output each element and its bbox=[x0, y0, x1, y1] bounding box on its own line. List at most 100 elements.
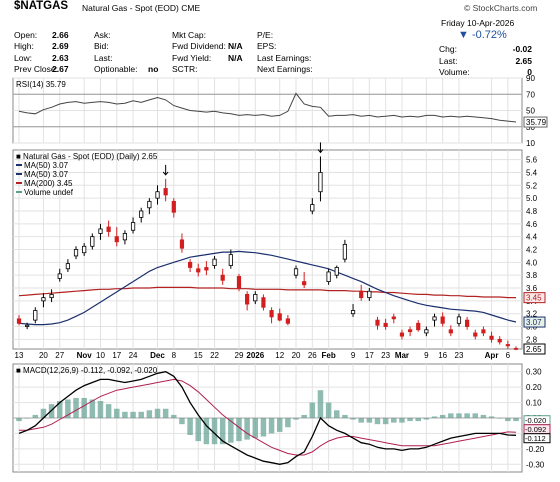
macd-histogram-bar bbox=[244, 418, 250, 440]
brand-logo: © StockCharts.com bbox=[464, 3, 538, 13]
candle bbox=[342, 243, 348, 260]
macd-histogram-bar bbox=[130, 411, 136, 418]
candle bbox=[25, 324, 30, 327]
price-tick-label: 5.4 bbox=[526, 168, 538, 177]
macd-histogram-bar bbox=[252, 418, 259, 439]
x-tick-label: 10 bbox=[96, 351, 105, 360]
macd-histogram-bar bbox=[203, 418, 210, 445]
price-tick-label: 4.2 bbox=[526, 246, 538, 255]
macd-histogram-bar bbox=[382, 418, 389, 425]
quote-label: Next Earnings: bbox=[257, 63, 313, 74]
macd-histogram-bar bbox=[391, 418, 397, 423]
price-value-box bbox=[523, 292, 546, 304]
high-marker-arrow bbox=[317, 142, 324, 154]
price-tick-label: 3.2 bbox=[526, 310, 538, 319]
candle bbox=[440, 316, 445, 324]
candle bbox=[196, 268, 201, 273]
candle bbox=[82, 245, 87, 254]
macd-histogram-bar bbox=[65, 399, 71, 418]
candle bbox=[179, 239, 185, 249]
macd-histogram-bar bbox=[260, 418, 267, 437]
macd-value-label: -0.112 bbox=[525, 434, 546, 443]
macd-histogram-bar bbox=[105, 404, 112, 418]
price-tick-label: 5.0 bbox=[526, 194, 538, 203]
candle bbox=[310, 204, 315, 212]
legend-item: MA(50) 3.07 bbox=[24, 170, 69, 179]
price-tick-label: 5.2 bbox=[526, 181, 538, 190]
price-tick-label: 4.8 bbox=[526, 207, 538, 216]
x-tick-label: Mar bbox=[395, 351, 409, 360]
macd-histogram-bar bbox=[407, 418, 413, 422]
quote-value: no bbox=[148, 63, 159, 74]
price-value-label: 2.65 bbox=[526, 345, 542, 354]
macd-histogram-bar bbox=[187, 418, 193, 435]
price-value-box bbox=[523, 343, 546, 355]
macd-histogram-bar bbox=[276, 418, 283, 432]
x-tick-label: 27 bbox=[55, 351, 64, 360]
x-tick-label: Nov bbox=[77, 351, 93, 360]
price-panel: 5.65.45.25.04.84.64.44.24.03.83.63.43.23… bbox=[12, 142, 546, 355]
quote-date: Friday 10-Apr-2026 bbox=[441, 18, 515, 28]
candle bbox=[326, 271, 331, 282]
description-text: Natural Gas - Spot (EOD) bbox=[82, 3, 179, 13]
candle bbox=[57, 273, 62, 279]
x-tick-label: Apr bbox=[485, 351, 499, 360]
macd-histogram-bar bbox=[236, 418, 242, 442]
quote-label: High: bbox=[14, 41, 34, 52]
candle bbox=[187, 261, 193, 268]
macd-histogram-bar bbox=[146, 410, 153, 418]
symbol-title[interactable]: $NATGAS bbox=[14, 0, 69, 12]
macd-tick-label: 0.10 bbox=[526, 399, 542, 408]
x-tick-label: 6 bbox=[506, 351, 511, 360]
candle bbox=[212, 258, 217, 266]
candle bbox=[473, 332, 478, 337]
macd-value-label: -0.020 bbox=[525, 416, 546, 425]
macd-histogram-bar bbox=[317, 390, 324, 418]
macd-tick-label: -0.30 bbox=[526, 460, 545, 469]
quote-label: Ask: bbox=[94, 30, 111, 40]
macd-histogram-bar bbox=[97, 401, 104, 418]
candle bbox=[245, 294, 250, 305]
macd-histogram-bar bbox=[179, 418, 185, 425]
macd-histogram-bar bbox=[40, 408, 47, 418]
ma50-line bbox=[18, 250, 517, 326]
candle bbox=[293, 268, 299, 276]
macd-histogram-bar bbox=[211, 418, 218, 445]
candle bbox=[302, 281, 307, 286]
macd-histogram-bar bbox=[358, 418, 364, 423]
macd-histogram-bar bbox=[56, 401, 63, 418]
macd-histogram-bar bbox=[488, 416, 495, 418]
candle bbox=[334, 267, 339, 276]
x-tick-label: 9 bbox=[424, 351, 429, 360]
high-marker-arrow bbox=[162, 164, 169, 176]
candle bbox=[228, 254, 233, 266]
x-tick-label: 29 bbox=[235, 351, 244, 360]
price-value-label: 3.45 bbox=[526, 294, 542, 303]
macd-histogram-bar bbox=[195, 418, 201, 442]
macd-value-box bbox=[523, 433, 551, 444]
macd-histogram-bar bbox=[293, 418, 299, 420]
quote-value: 2.66 bbox=[52, 30, 69, 40]
rsi-tick-label: 90 bbox=[526, 74, 535, 83]
quote-label: Low: bbox=[14, 52, 32, 63]
macd-histogram-bar bbox=[423, 418, 430, 420]
candle bbox=[489, 335, 494, 340]
quote-label: Prev Close: bbox=[14, 63, 58, 74]
quote-value: 0 bbox=[527, 66, 532, 77]
candle bbox=[163, 188, 168, 196]
macd-histogram-bar bbox=[366, 418, 373, 423]
legend-item: Volume undef bbox=[24, 188, 74, 197]
quote-label: Volume: bbox=[439, 66, 470, 77]
x-tick-label: 26 bbox=[308, 351, 317, 360]
x-tick-label: 8 bbox=[172, 351, 177, 360]
macd-histogram-bar bbox=[81, 397, 87, 418]
quote-value: N/A bbox=[228, 41, 243, 52]
x-tick-label: 23 bbox=[381, 351, 390, 360]
macd-histogram-bar bbox=[171, 414, 177, 418]
macd-histogram-bar bbox=[309, 402, 316, 418]
macd-histogram-bar bbox=[32, 414, 39, 418]
macd-tick-label: -0.20 bbox=[526, 445, 545, 454]
candle bbox=[407, 329, 413, 333]
